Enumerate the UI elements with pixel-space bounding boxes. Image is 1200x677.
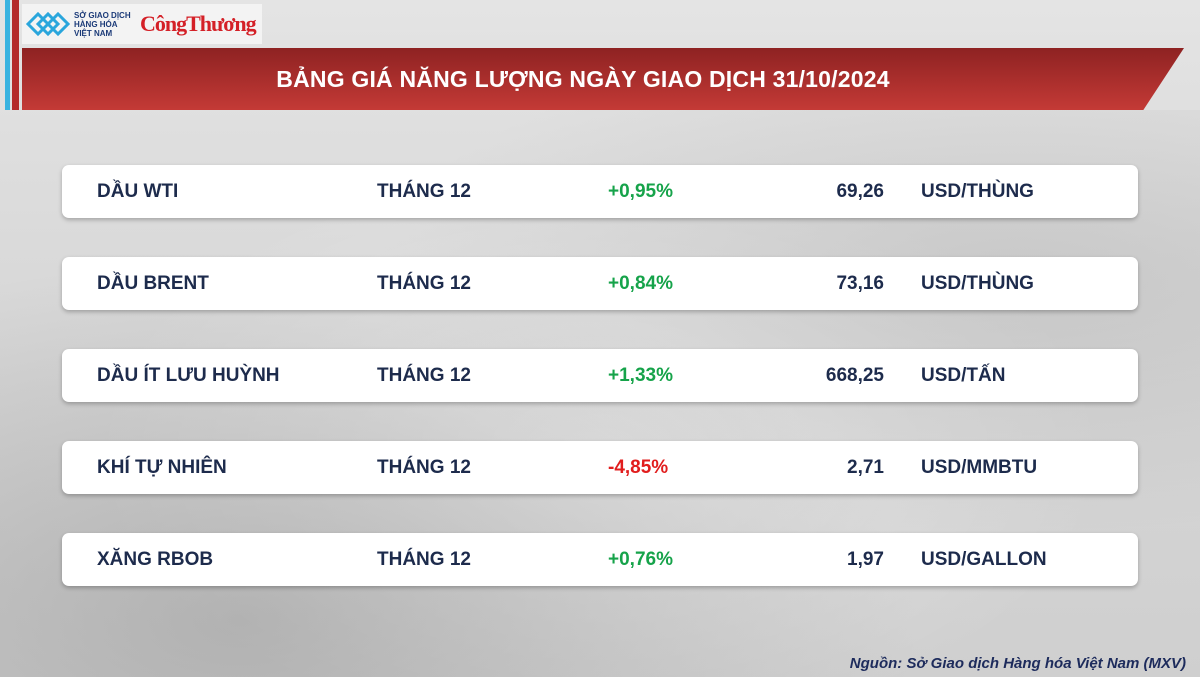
contract-month: THÁNG 12: [377, 180, 471, 202]
contract-month: THÁNG 12: [377, 456, 471, 478]
price-unit: USD/MMBTU: [921, 456, 1038, 478]
price-row: XĂNG RBOB THÁNG 12 +0,76% 1,97 USD/GALLON: [62, 533, 1138, 586]
price-value: 2,71: [847, 456, 884, 478]
price-row: KHÍ TỰ NHIÊN THÁNG 12 -4,85% 2,71 USD/MMBTU: [62, 441, 1138, 494]
price-change: -4,85%: [608, 456, 669, 478]
commodity-name: DẦU ÍT LƯU HUỲNH: [97, 364, 280, 386]
price-unit: USD/THÙNG: [921, 272, 1034, 294]
price-change: +0,76%: [608, 548, 673, 570]
contract-month: THÁNG 12: [377, 364, 471, 386]
commodity-name: XĂNG RBOB: [97, 548, 214, 570]
price-unit: USD/TẤN: [921, 364, 1006, 386]
price-value: 69,26: [836, 180, 884, 202]
commodity-name: DẦU WTI: [97, 180, 179, 202]
price-row: DẦU BRENT THÁNG 12 +0,84% 73,16 USD/THÙNG: [62, 257, 1138, 310]
source-note: Nguồn: Sở Giao dịch Hàng hóa Việt Nam (M…: [849, 655, 1186, 672]
commodity-name: DẦU BRENT: [97, 272, 209, 294]
commodity-name: KHÍ TỰ NHIÊN: [97, 456, 227, 478]
decor-stripe-blue: [5, 0, 10, 110]
price-change: +0,95%: [608, 180, 673, 202]
mxv-logo-icon: [26, 12, 70, 36]
price-unit: USD/GALLON: [921, 548, 1047, 570]
contract-month: THÁNG 12: [377, 548, 471, 570]
contract-month: THÁNG 12: [377, 272, 471, 294]
price-row: DẦU ÍT LƯU HUỲNH THÁNG 12 +1,33% 668,25 USD/…: [62, 349, 1138, 402]
price-value: 668,25: [825, 364, 884, 386]
price-value: 1,97: [847, 548, 884, 570]
decor-stripe-red: [12, 0, 19, 110]
price-change: +1,33%: [608, 364, 673, 386]
logo-bar: SỞ GIAO DỊCH HÀNG HÓA VIỆT NAM CôngThươn…: [22, 4, 262, 44]
price-unit: USD/THÙNG: [921, 180, 1034, 202]
price-change: +0,84%: [608, 272, 673, 294]
price-row: DẦU WTI THÁNG 12 +0,95% 69,26 USD/THÙNG: [62, 165, 1138, 218]
price-value: 73,16: [836, 272, 884, 294]
congthuong-logo: CôngThương: [140, 11, 257, 36]
title-banner: BẢNG GIÁ NĂNG LƯỢNG NGÀY GIAO DỊCH 31/10…: [22, 48, 1184, 110]
page-title: BẢNG GIÁ NĂNG LƯỢNG NGÀY GIAO DỊCH 31/10…: [276, 65, 890, 92]
mxv-logo-text: SỞ GIAO DỊCH HÀNG HÓA VIỆT NAM: [74, 10, 131, 38]
